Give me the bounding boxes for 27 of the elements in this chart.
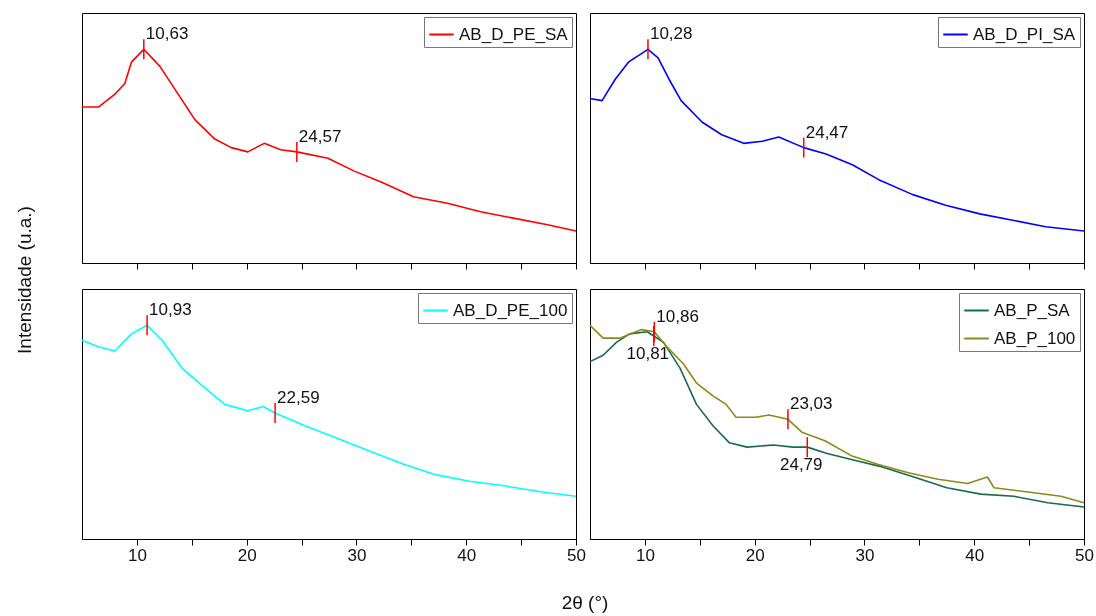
x-tick-label: 50 <box>567 545 586 565</box>
annotation: 10,81 <box>626 344 670 364</box>
y-axis-title: Intensidade (u.a.) <box>14 206 36 354</box>
annotation: 10,63 <box>145 24 189 44</box>
x-tick-label: 40 <box>457 545 477 565</box>
annotation: 10,28 <box>649 24 693 44</box>
annotation: 24,79 <box>779 455 823 475</box>
annotation: 10,93 <box>149 300 192 320</box>
legend-label: AB_P_100 <box>994 328 1076 348</box>
x-tick-label: 10 <box>127 545 147 565</box>
x-tick-label: 30 <box>347 545 367 565</box>
legend-label: AB_D_PI_SA <box>973 24 1076 44</box>
annotation: 24,47 <box>805 122 849 142</box>
legend-label: AB_P_SA <box>994 300 1071 320</box>
x-tick-label: 10 <box>635 545 655 565</box>
annotation: 22,59 <box>277 387 320 407</box>
x-tick-label: 20 <box>237 545 257 565</box>
x-tick-label: 40 <box>965 545 985 565</box>
legend-label: AB_D_PE_SA <box>459 24 569 44</box>
annotation: 24,57 <box>298 126 342 146</box>
annotation: 23,03 <box>789 394 833 414</box>
annotation: 10,86 <box>656 306 699 326</box>
legend-label: AB_D_PE_100 <box>453 300 568 320</box>
x-tick-label: 30 <box>855 545 875 565</box>
x-tick-label: 50 <box>1075 545 1094 565</box>
x-axis-title: 2θ (°) <box>561 592 609 614</box>
x-tick-label: 20 <box>745 545 765 565</box>
